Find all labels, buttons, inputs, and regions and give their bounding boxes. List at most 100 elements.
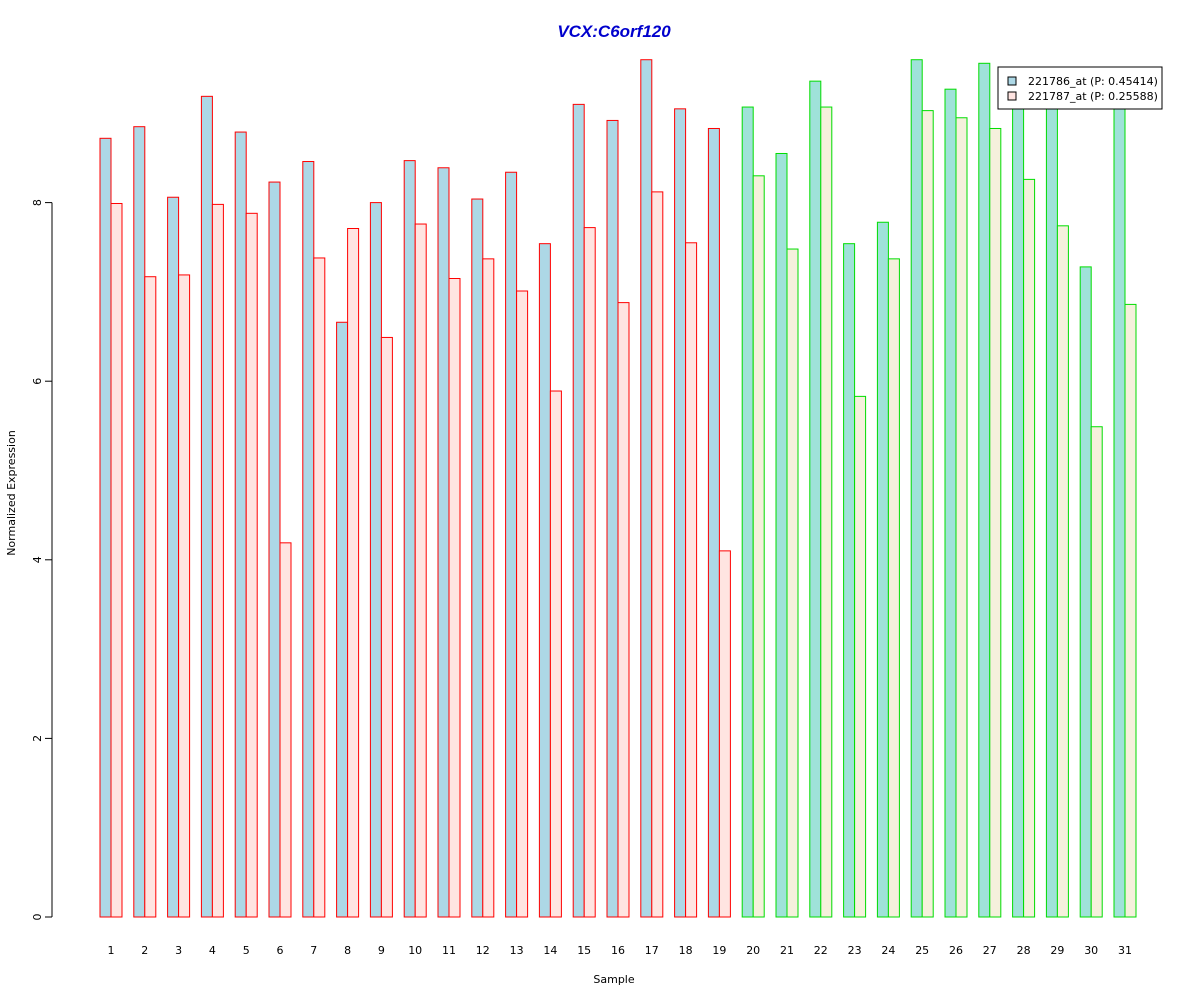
bar-series-1-sample-24 xyxy=(876,221,889,918)
x-tick-label: 14 xyxy=(543,944,557,957)
y-axis-label: Normalized Expression xyxy=(5,430,18,556)
x-tick-label: 5 xyxy=(243,944,250,957)
bar-series-1-sample-20 xyxy=(741,106,754,918)
bar-series-2-sample-16 xyxy=(617,302,630,918)
bar-series-1-sample-11 xyxy=(437,167,450,918)
bar-series-2-sample-23 xyxy=(854,395,867,918)
x-tick-label: 30 xyxy=(1084,944,1098,957)
bar-series-2-sample-30 xyxy=(1090,426,1103,918)
x-tick-label: 26 xyxy=(949,944,963,957)
bar-series-1-sample-12 xyxy=(471,198,484,918)
y-tick-label: 0 xyxy=(31,914,44,921)
bar-series-2-sample-5 xyxy=(245,212,258,918)
y-tick-label: 2 xyxy=(31,735,44,742)
bar-series-1-sample-29 xyxy=(1045,103,1058,918)
bar-series-2-sample-26 xyxy=(955,117,968,918)
x-tick-label: 7 xyxy=(310,944,317,957)
x-tick-label: 6 xyxy=(277,944,284,957)
x-tick-label: 18 xyxy=(679,944,693,957)
legend-label-series-1: 221786_at (P: 0.45414) xyxy=(1028,75,1158,88)
bar-series-2-sample-14 xyxy=(549,390,562,918)
bar-series-1-sample-23 xyxy=(843,243,856,918)
bar-series-2-sample-24 xyxy=(887,258,900,918)
x-tick-label: 16 xyxy=(611,944,625,957)
bar-series-1-sample-31 xyxy=(1113,103,1126,918)
y-tick-label: 4 xyxy=(31,556,44,563)
bar-series-2-sample-18 xyxy=(685,242,698,918)
bar-series-2-sample-12 xyxy=(482,258,495,918)
bar-series-1-sample-1 xyxy=(99,137,112,918)
x-tick-label: 27 xyxy=(983,944,997,957)
legend: 221786_at (P: 0.45414) 221787_at (P: 0.2… xyxy=(997,66,1163,110)
bar-series-1-sample-16 xyxy=(606,119,619,918)
bar-series-1-sample-18 xyxy=(674,108,687,918)
x-tick-label: 9 xyxy=(378,944,385,957)
y-tick-label: 6 xyxy=(31,378,44,385)
bar-series-1-sample-5 xyxy=(234,131,247,918)
bar-series-1-sample-28 xyxy=(1012,103,1025,918)
bar-series-1-sample-21 xyxy=(775,152,788,918)
bar-series-2-sample-10 xyxy=(414,223,427,918)
x-tick-label: 2 xyxy=(141,944,148,957)
legend-swatch-series-1 xyxy=(1007,76,1017,86)
x-tick-label: 22 xyxy=(814,944,828,957)
y-tick-label: 8 xyxy=(31,199,44,206)
x-axis-labels: 1 2 3 4 5 6 7 8 9 10 11 12 13 14 15 16 17 18 19 20 21 22 23 24 2… xyxy=(108,944,1133,957)
x-tick-label: 21 xyxy=(780,944,794,957)
bar-series-2-sample-22 xyxy=(820,106,833,918)
legend-label-series-2: 221787_at (P: 0.25588) xyxy=(1028,90,1158,103)
bar-series-2-sample-29 xyxy=(1056,225,1069,918)
bar-series-1-sample-10 xyxy=(403,160,416,918)
bar-series-2-sample-31 xyxy=(1124,303,1137,918)
bar-series-2-sample-21 xyxy=(786,248,799,918)
x-tick-label: 11 xyxy=(442,944,456,957)
bar-series-2-sample-8 xyxy=(347,227,360,918)
bar-series-2-sample-4 xyxy=(211,203,224,918)
x-tick-label: 20 xyxy=(746,944,760,957)
bar-series-2-sample-2 xyxy=(144,276,157,918)
x-tick-label: 10 xyxy=(408,944,422,957)
bar-series-1-sample-6 xyxy=(268,181,281,918)
bar-series-2-sample-13 xyxy=(516,290,529,918)
bar-series-2-sample-17 xyxy=(651,191,664,918)
x-tick-label: 29 xyxy=(1050,944,1064,957)
bar-series-2-sample-9 xyxy=(380,336,393,918)
bar-series-2-sample-6 xyxy=(279,542,292,918)
x-tick-label: 28 xyxy=(1017,944,1031,957)
x-axis-label: Sample xyxy=(593,973,634,986)
x-tick-label: 4 xyxy=(209,944,216,957)
bar-series-2-sample-15 xyxy=(583,227,596,918)
x-tick-label: 1 xyxy=(108,944,115,957)
bars-group xyxy=(99,59,1137,918)
bar-series-2-sample-19 xyxy=(718,550,731,918)
bar-series-1-sample-22 xyxy=(809,80,822,918)
bar-series-1-sample-30 xyxy=(1079,266,1092,918)
legend-swatch-series-2 xyxy=(1007,91,1017,101)
bar-series-1-sample-25 xyxy=(910,59,923,918)
x-tick-label: 24 xyxy=(881,944,895,957)
bar-series-2-sample-20 xyxy=(752,175,765,918)
bar-series-1-sample-13 xyxy=(505,171,518,918)
bar-series-1-sample-17 xyxy=(640,59,653,918)
bar-series-2-sample-11 xyxy=(448,278,461,918)
bar-series-2-sample-1 xyxy=(110,202,123,918)
bar-series-1-sample-26 xyxy=(944,88,957,918)
bar-series-1-sample-9 xyxy=(369,202,382,918)
x-tick-label: 8 xyxy=(344,944,351,957)
x-tick-label: 3 xyxy=(175,944,182,957)
bar-series-2-sample-3 xyxy=(178,274,191,918)
bar-series-2-sample-27 xyxy=(989,127,1002,918)
x-tick-label: 13 xyxy=(510,944,524,957)
x-tick-label: 15 xyxy=(577,944,591,957)
x-tick-label: 31 xyxy=(1118,944,1132,957)
bar-series-1-sample-15 xyxy=(572,103,585,918)
bar-series-1-sample-3 xyxy=(167,196,180,918)
x-tick-label: 19 xyxy=(712,944,726,957)
bar-series-1-sample-7 xyxy=(302,161,315,918)
y-axis: 0 2 4 6 8 xyxy=(31,199,53,921)
x-tick-label: 12 xyxy=(476,944,490,957)
x-tick-label: 25 xyxy=(915,944,929,957)
bar-series-1-sample-27 xyxy=(978,62,991,918)
chart-title: VCX:C6orf120 xyxy=(557,22,671,41)
